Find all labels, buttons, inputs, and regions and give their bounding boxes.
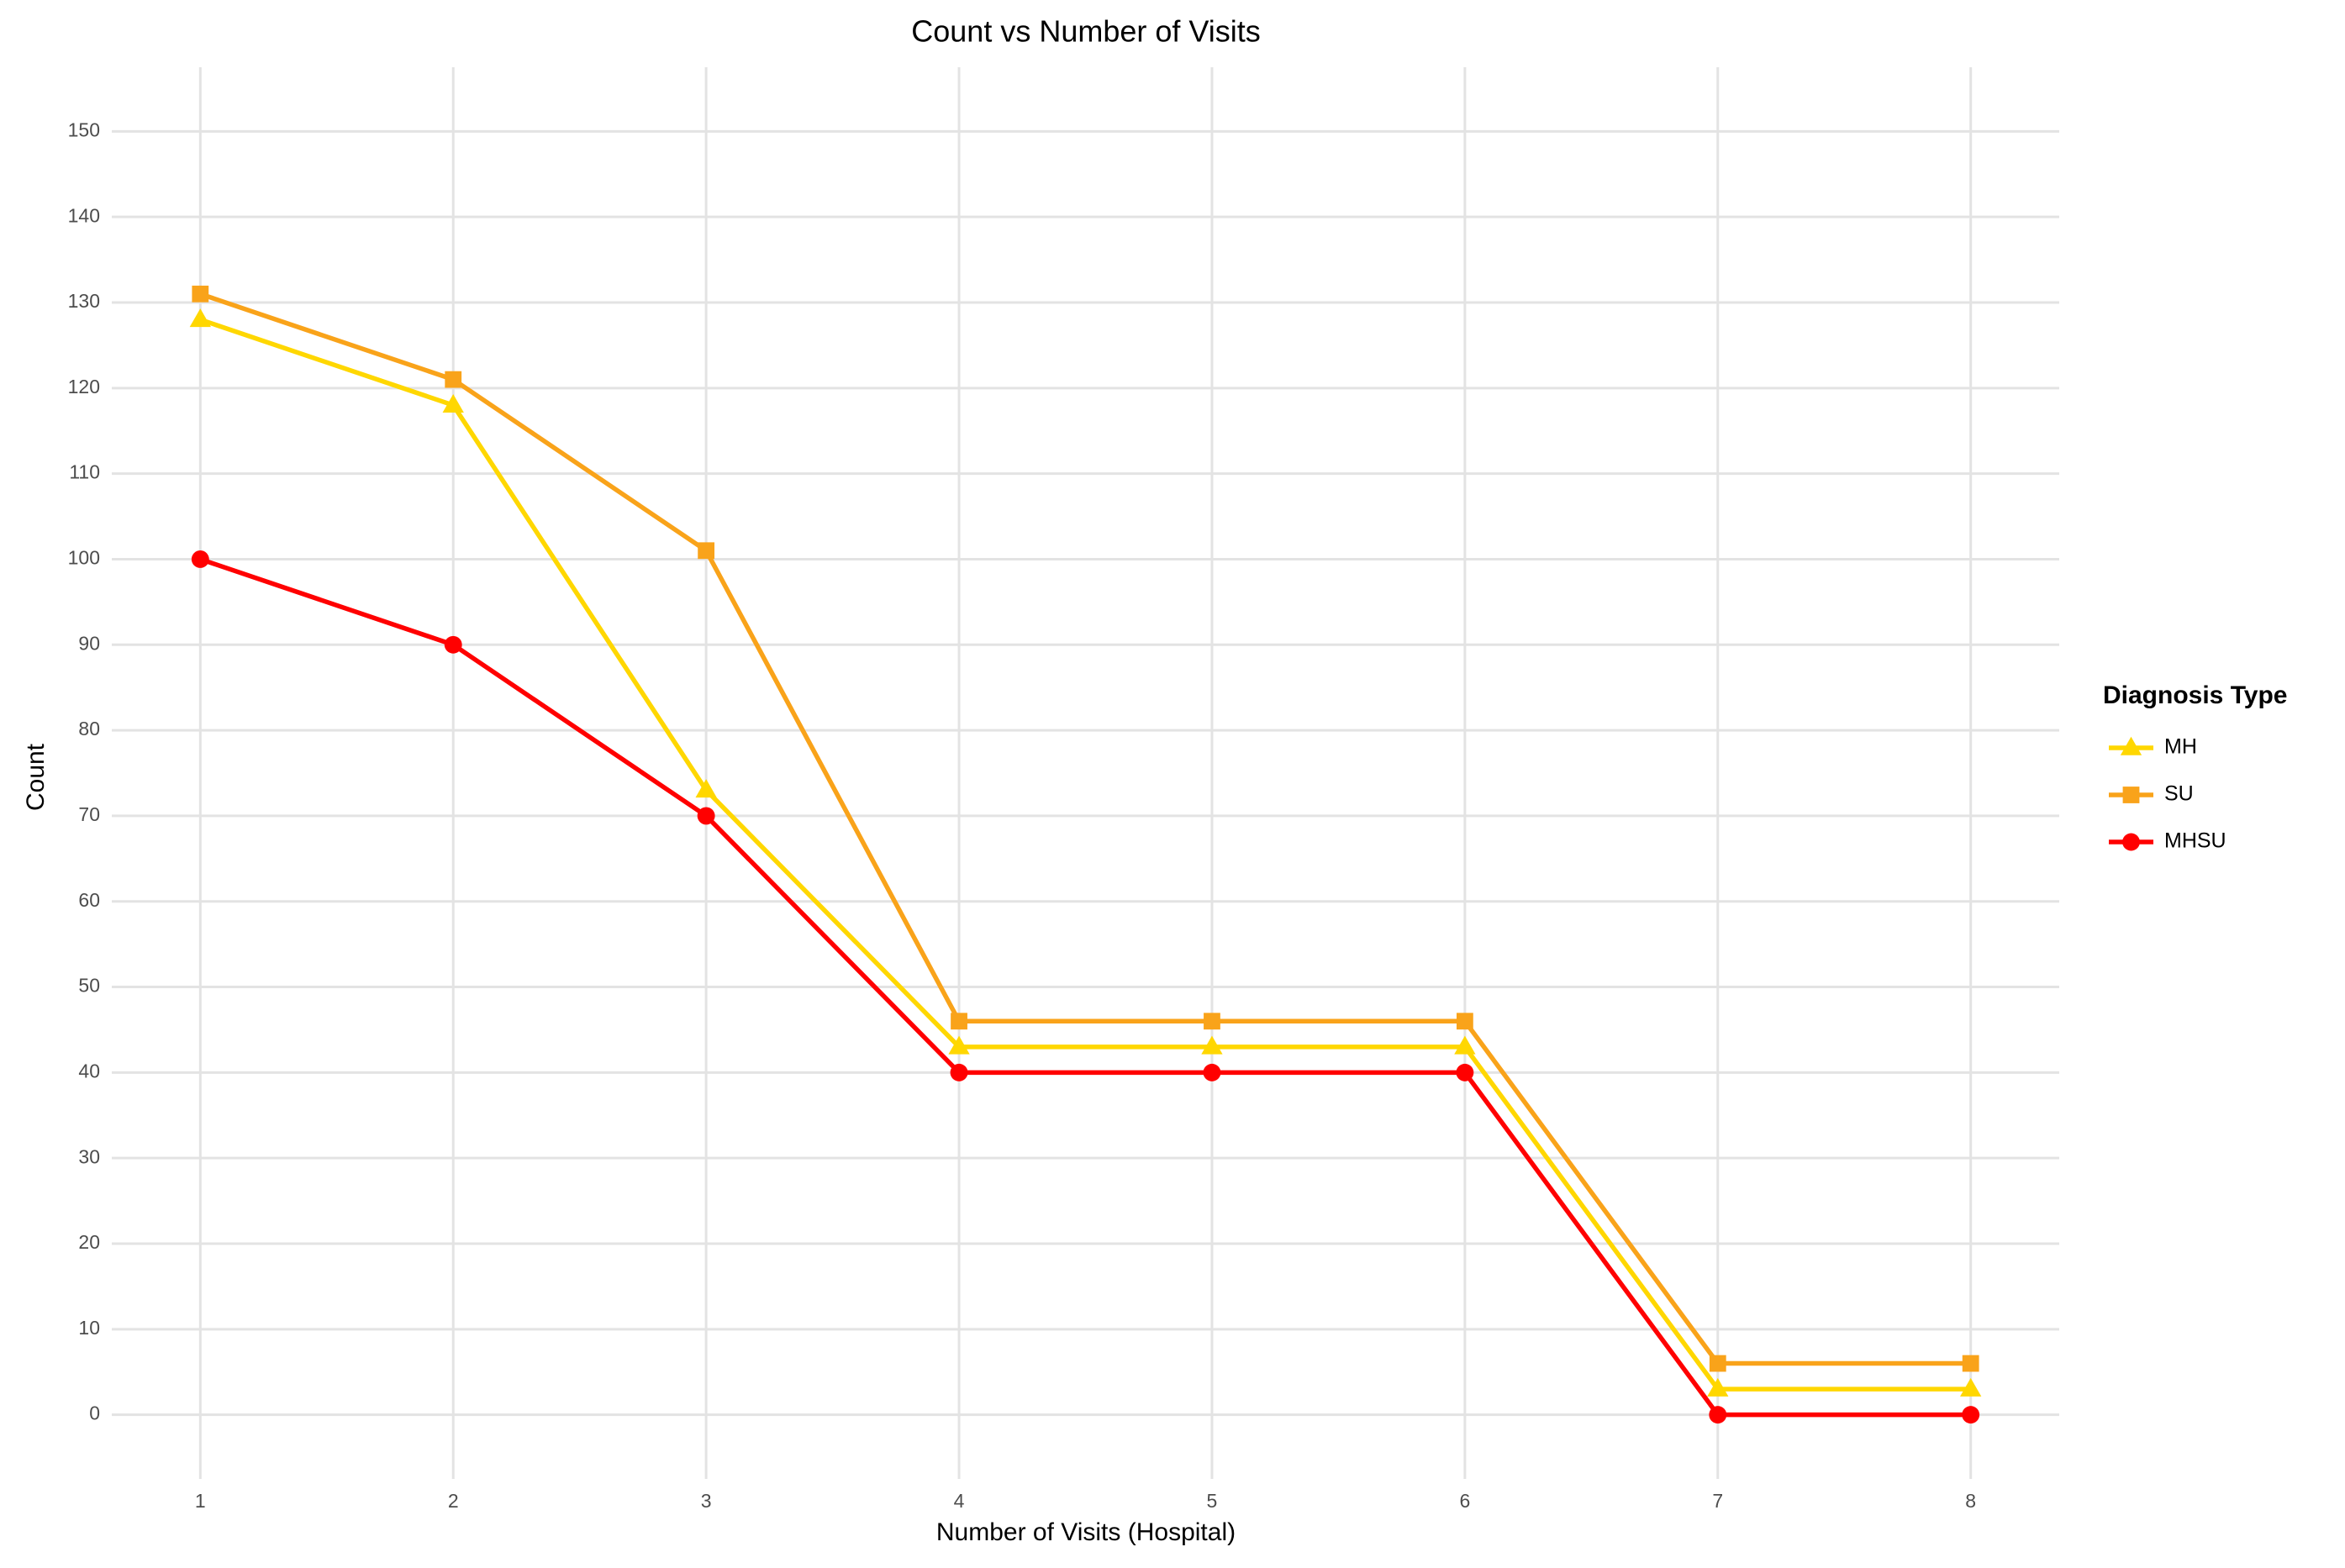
- point: [1204, 1013, 1220, 1030]
- y-tick-label: 0: [89, 1402, 100, 1424]
- point: [1456, 1013, 1473, 1030]
- point: [698, 542, 715, 560]
- x-tick-label: 5: [1207, 1490, 1218, 1512]
- x-tick-label: 1: [195, 1490, 206, 1512]
- chart-title: Count vs Number of Visits: [911, 14, 1261, 49]
- point: [697, 807, 715, 825]
- y-tick-label: 120: [68, 376, 100, 397]
- legend-key-marker: [2120, 736, 2142, 755]
- point: [1456, 1063, 1474, 1081]
- y-tick-label: 60: [78, 889, 100, 911]
- point: [445, 371, 462, 388]
- legend-label: MHSU: [2164, 829, 2226, 853]
- x-tick-label: 8: [1965, 1490, 1976, 1512]
- y-tick-label: 10: [78, 1317, 100, 1339]
- x-axis-label: Number of Visits (Hospital): [936, 1518, 1236, 1546]
- y-tick-label: 140: [68, 204, 100, 226]
- y-tick-label: 80: [78, 718, 100, 739]
- y-tick-label: 90: [78, 632, 100, 654]
- legend-label: MH: [2164, 735, 2197, 759]
- legend-key-marker: [2122, 833, 2140, 851]
- point: [1962, 1355, 1979, 1372]
- point: [948, 1035, 970, 1055]
- point: [1960, 1377, 1982, 1397]
- point: [442, 393, 464, 413]
- y-tick-label: 30: [78, 1145, 100, 1167]
- y-axis-label: Count: [22, 743, 50, 811]
- legend-label: SU: [2164, 782, 2194, 806]
- point: [1454, 1035, 1476, 1055]
- point: [1203, 1063, 1221, 1081]
- y-tick-label: 130: [68, 290, 100, 312]
- point: [1707, 1377, 1729, 1397]
- point: [1709, 1355, 1726, 1372]
- point: [191, 550, 209, 568]
- series-line: [199, 292, 1971, 1366]
- point: [950, 1063, 968, 1081]
- x-tick-label: 2: [448, 1490, 459, 1512]
- y-tick-label: 100: [68, 547, 100, 569]
- series-line: [199, 317, 1971, 1392]
- y-tick-label: 150: [68, 118, 100, 140]
- point: [1709, 1406, 1727, 1424]
- y-tick-label: 40: [78, 1060, 100, 1081]
- point: [1201, 1035, 1223, 1055]
- point: [189, 308, 211, 328]
- point: [192, 285, 209, 303]
- y-tick-label: 50: [78, 975, 100, 997]
- x-tick-label: 3: [701, 1490, 712, 1512]
- point: [444, 635, 462, 654]
- point: [695, 779, 717, 798]
- y-tick-label: 70: [78, 803, 100, 825]
- y-tick-label: 20: [78, 1231, 100, 1253]
- series-line: [199, 556, 1971, 1418]
- x-tick-label: 6: [1459, 1490, 1470, 1512]
- legend-title: Diagnosis Type: [2103, 681, 2288, 709]
- y-tick-label: 110: [69, 461, 100, 483]
- point: [1962, 1406, 1980, 1424]
- point: [951, 1013, 967, 1030]
- legend-key-marker: [2122, 787, 2140, 803]
- x-tick-label: 7: [1712, 1490, 1723, 1512]
- x-tick-label: 4: [954, 1490, 965, 1512]
